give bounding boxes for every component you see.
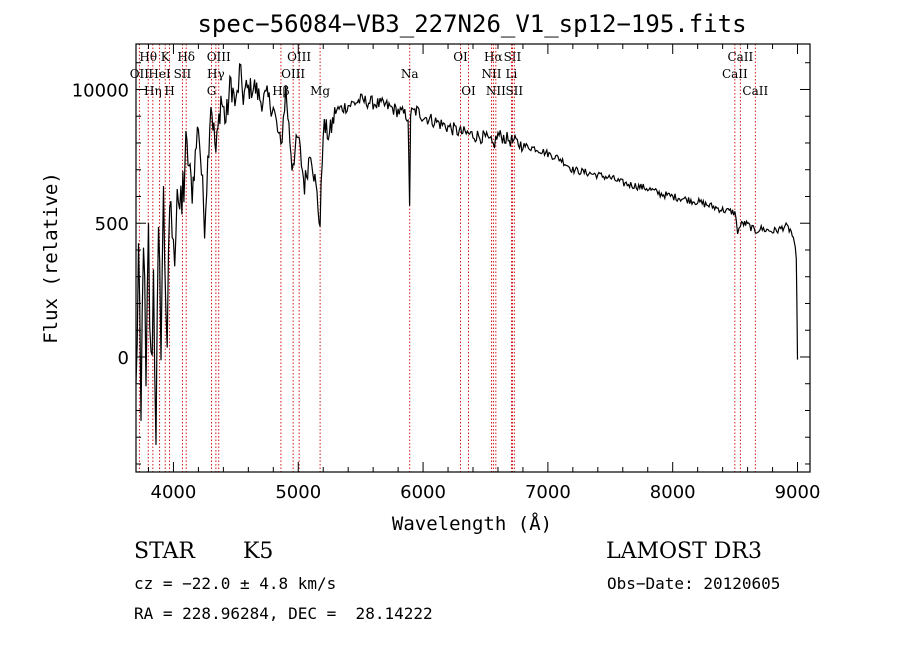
spectral-line-label: CaII [722,67,748,81]
spectral-line-label: OIII [287,50,311,64]
x-axis-label: Wavelength (Å) [392,512,552,535]
axis-ticks [136,44,810,472]
x-tick-label: 9000 [775,482,821,503]
y-axis-label: Flux (relative) [40,172,62,344]
spectral-line-label: SII [504,50,522,64]
plot-frame [135,43,811,473]
object-class: STAR [134,539,195,564]
axis-tick-labels: 4000 5000 6000 7000 8000 9000 0 500 10000 [72,80,821,503]
flux-series-line [135,62,799,446]
y-tick-label: 0 [118,348,129,369]
spectral-line-label: OIII [207,50,231,64]
spectral-line-label: H [164,84,174,98]
spectral-line-label: HeI [148,67,171,81]
x-tick-label: 8000 [650,482,696,503]
spectral-line-label: Hγ [207,67,225,81]
chart-title: spec−56084−VB3_227N26_V1_sp12−195.fits [197,10,746,38]
spectral-line-label: OII [130,67,150,81]
spectral-line-label: CaII [727,50,753,64]
coordinates: RA = 228.96284, DEC = 28.14222 [134,604,433,623]
x-tick-label: 6000 [400,482,446,503]
spectral-line-label: K [161,50,171,64]
observation-date: Obs−Date: 20120605 [607,574,781,593]
spectral-line-label: Hη [144,84,162,98]
spectral-line-label: Hθ [139,50,157,64]
spectral-line-label: SII [505,84,523,98]
spectral-line-label: NII [486,84,506,98]
spectral-line-label: Na [401,67,419,81]
redshift-value: cz = −22.0 ± 4.8 km/s [134,574,337,593]
spectral-line-label: Li [506,67,518,81]
survey-name: LAMOST DR3 [606,539,762,564]
spectral-line-label: Mg [310,84,330,98]
spectral-line-label: OIII [281,67,305,81]
spectral-line-label: Hα [484,50,503,64]
spectral-line-label: SII [174,67,192,81]
y-tick-label: 500 [95,214,129,235]
spectral-line-label: G [207,84,217,98]
spectral-line-label: Hδ [177,50,195,64]
spectral-line-label: NII [481,67,501,81]
spectral-line-label: OI [461,84,476,98]
spectral-line-markers: Hθ OII Hη K HeI H Hδ SII OIII Hγ G Hβ OIII OIII Mg Na OI… [130,44,768,472]
x-tick-label: 5000 [275,482,321,503]
object-subclass: K5 [243,539,274,564]
x-tick-label: 4000 [151,482,197,503]
spectral-line-label: Hβ [272,84,289,98]
spectral-line-label: CaII [742,84,768,98]
y-tick-label: 10000 [72,80,129,101]
x-tick-label: 7000 [525,482,571,503]
spectral-line-label: OI [453,50,468,64]
